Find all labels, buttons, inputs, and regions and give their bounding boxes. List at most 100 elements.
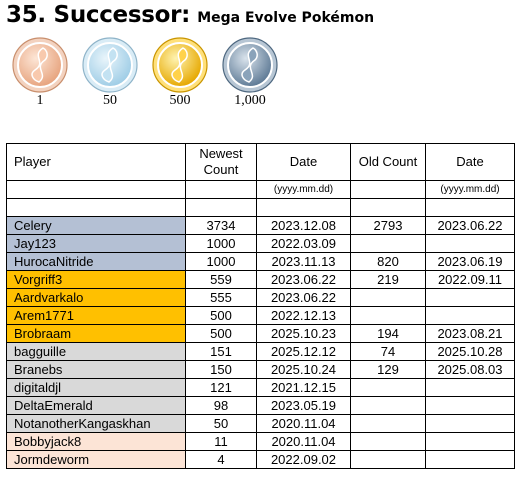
table-row: Jay123 1000 2022.03.09: [6, 234, 515, 253]
newest-count: 1000: [185, 234, 257, 253]
newest-date: 2023.05.19: [256, 396, 351, 415]
newest-date: 2025.10.23: [256, 324, 351, 343]
player-name: digitaldjl: [6, 378, 186, 397]
old-date: [425, 432, 515, 451]
silver-medal-icon: [82, 37, 138, 93]
player-name: Aardvarkalo: [6, 288, 186, 307]
newest-count: 151: [185, 342, 257, 361]
old-count: 74: [350, 342, 426, 361]
newest-count: 1000: [185, 252, 257, 271]
bronze-medal-icon: [12, 37, 68, 93]
old-date: [425, 414, 515, 433]
player-name: bagguille: [6, 342, 186, 361]
header-old-count: Old Count: [350, 143, 426, 181]
table-row: Vorgriff3 559 2023.06.22 219 2022.09.11: [6, 270, 515, 289]
newest-date: 2025.12.12: [256, 342, 351, 361]
header-player: Player: [6, 143, 186, 181]
newest-count: 500: [185, 306, 257, 325]
old-date: [425, 378, 515, 397]
spacer-cell: [256, 198, 351, 217]
table-row: Aardvarkalo 555 2023.06.22: [6, 288, 515, 307]
old-date: [425, 396, 515, 415]
old-count: 2793: [350, 216, 426, 235]
table-row: Celery 3734 2023.12.08 2793 2023.06.22: [6, 216, 515, 235]
newest-count: 3734: [185, 216, 257, 235]
old-date: [425, 450, 515, 469]
newest-date: 2023.06.22: [256, 288, 351, 307]
old-date: [425, 234, 515, 253]
newest-date: 2022.03.09: [256, 234, 351, 253]
silver-tier-label: 50: [103, 93, 117, 108]
table-row: Jormdeworm 4 2022.09.02: [6, 450, 515, 469]
old-date: 2023.06.19: [425, 252, 515, 271]
table-row: Branebs 150 2025.10.24 129 2025.08.03: [6, 360, 515, 379]
table-row: NotanotherKangaskhan 50 2020.11.04: [6, 414, 515, 433]
player-name: Arem1771: [6, 306, 186, 325]
player-name: Brobraam: [6, 324, 186, 343]
table-row: HurocaNitride 1000 2023.11.13 820 2023.06.19: [6, 252, 515, 271]
newest-count: 98: [185, 396, 257, 415]
newest-count: 50: [185, 414, 257, 433]
old-count: [350, 306, 426, 325]
newest-count: 500: [185, 324, 257, 343]
newest-date: 2020.11.04: [256, 414, 351, 433]
challenge-subtitle: Mega Evolve Pokémon: [197, 10, 375, 26]
leaderboard-table: Player Newest Count Date Old Count Date …: [6, 143, 515, 469]
old-count: [350, 414, 426, 433]
units-cell: [185, 180, 257, 199]
newest-date: 2022.12.13: [256, 306, 351, 325]
old-date: [425, 288, 515, 307]
newest-date: 2023.06.22: [256, 270, 351, 289]
old-date: [425, 306, 515, 325]
table-row: bagguille 151 2025.12.12 74 2025.10.28: [6, 342, 515, 361]
newest-count: 11: [185, 432, 257, 451]
old-count: [350, 396, 426, 415]
old-date: 2025.08.03: [425, 360, 515, 379]
player-name: DeltaEmerald: [6, 396, 186, 415]
spacer-cell: [6, 198, 186, 217]
header-old-date: Date: [425, 143, 515, 181]
player-name: NotanotherKangaskhan: [6, 414, 186, 433]
gold-tier-label: 500: [169, 93, 191, 108]
spacer-cell: [425, 198, 515, 217]
old-count: 129: [350, 360, 426, 379]
spacer-cell: [350, 198, 426, 217]
header-date: Date: [256, 143, 351, 181]
challenge-number-title: 35. Successor:: [6, 2, 191, 28]
old-date-format-hint: (yyyy.mm.dd): [425, 180, 515, 199]
leaderboard-rows: Celery 3734 2023.12.08 2793 2023.06.22 Jay123…: [6, 216, 515, 469]
newest-count: 559: [185, 270, 257, 289]
header-newest-count: Newest Count: [185, 143, 257, 181]
table-row: DeltaEmerald 98 2023.05.19: [6, 396, 515, 415]
player-name: Vorgriff3: [6, 270, 186, 289]
page-title: 35. Successor: Mega Evolve Pokémon: [6, 2, 374, 28]
table-row: digitaldjl 121 2021.12.15: [6, 378, 515, 397]
old-date: 2022.09.11: [425, 270, 515, 289]
old-count: 219: [350, 270, 426, 289]
old-count: 820: [350, 252, 426, 271]
spacer-cell: [185, 198, 257, 217]
platinum-medal-icon: [222, 37, 278, 93]
gold-medal-icon: [152, 37, 208, 93]
old-date: 2023.08.21: [425, 324, 515, 343]
newest-date: 2020.11.04: [256, 432, 351, 451]
player-name: Branebs: [6, 360, 186, 379]
platinum-tier-label: 1,000: [234, 93, 266, 108]
newest-count: 121: [185, 378, 257, 397]
newest-count: 555: [185, 288, 257, 307]
bronze-tier-label: 1: [36, 93, 44, 108]
player-name: Jormdeworm: [6, 450, 186, 469]
old-count: [350, 234, 426, 253]
old-date: 2023.06.22: [425, 216, 515, 235]
old-date: 2025.10.28: [425, 342, 515, 361]
player-name: Celery: [6, 216, 186, 235]
player-name: HurocaNitride: [6, 252, 186, 271]
old-count: 194: [350, 324, 426, 343]
newest-date: 2022.09.02: [256, 450, 351, 469]
newest-date: 2023.11.13: [256, 252, 351, 271]
old-count: [350, 378, 426, 397]
table-row: Brobraam 500 2025.10.23 194 2023.08.21: [6, 324, 515, 343]
newest-date: 2023.12.08: [256, 216, 351, 235]
table-row: Bobbyjack8 11 2020.11.04: [6, 432, 515, 451]
player-name: Jay123: [6, 234, 186, 253]
